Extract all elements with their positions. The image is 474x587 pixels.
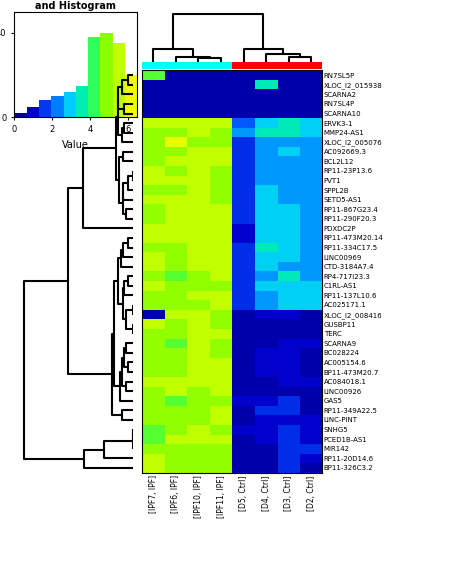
- Bar: [76, 86, 88, 117]
- Bar: [210, 62, 232, 69]
- Bar: [39, 100, 51, 117]
- Bar: [255, 62, 277, 69]
- Bar: [187, 62, 210, 69]
- Bar: [64, 92, 76, 117]
- Title: Color Key
and Histogram: Color Key and Histogram: [36, 0, 116, 11]
- Bar: [164, 62, 187, 69]
- Bar: [88, 37, 100, 117]
- Bar: [100, 33, 113, 117]
- Bar: [232, 62, 255, 69]
- Bar: [113, 43, 125, 117]
- Bar: [277, 62, 300, 69]
- Bar: [300, 62, 322, 69]
- Bar: [14, 113, 27, 117]
- Bar: [125, 75, 137, 117]
- Bar: [27, 107, 39, 117]
- Bar: [142, 62, 164, 69]
- X-axis label: Value: Value: [63, 140, 89, 150]
- Bar: [51, 96, 64, 117]
